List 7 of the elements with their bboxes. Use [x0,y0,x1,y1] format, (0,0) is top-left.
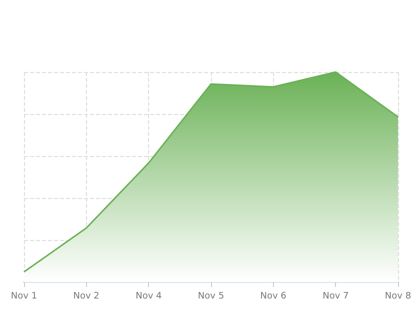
x-tick-label: Nov 8 [384,292,412,302]
x-tick-label: Nov 5 [198,292,224,302]
x-tick-label: Nov 6 [260,292,287,302]
x-tick-label: Nov 4 [136,292,162,302]
x-tick-label: Nov 1 [10,292,38,302]
x-tick-label: Nov 2 [73,292,100,302]
x-tick-label: Nov 7 [322,292,349,302]
